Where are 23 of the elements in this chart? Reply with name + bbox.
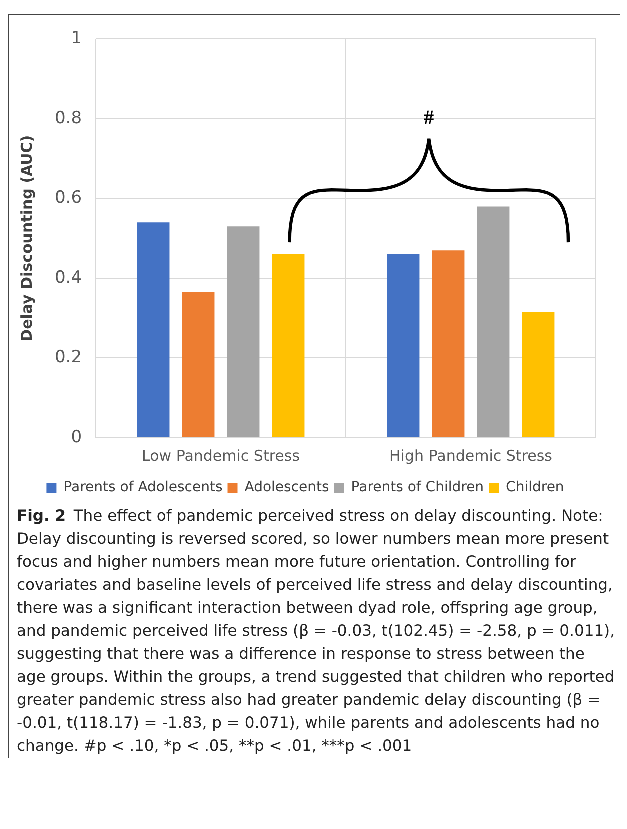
bar	[272, 254, 305, 438]
bar	[387, 254, 420, 438]
legend-label: Parents of Adolescents	[64, 480, 223, 496]
y-tick-label: 0.4	[54, 268, 82, 288]
x-tick-label: High Pandemic Stress	[390, 446, 553, 465]
bar	[477, 206, 510, 438]
x-tick-label: Low Pandemic Stress	[142, 446, 300, 465]
bar	[137, 222, 170, 438]
y-tick-label: 0	[71, 427, 82, 448]
legend-label: Adolescents	[244, 480, 330, 496]
y-tick-label: 1	[71, 28, 82, 49]
annotation: #	[424, 107, 434, 130]
bar	[432, 250, 465, 438]
legend-label: Children	[506, 480, 564, 496]
bar	[522, 312, 555, 438]
legend-label: Parents of Children	[351, 480, 484, 496]
bar	[182, 292, 215, 438]
y-axis-title: Delay Discounting (AUC)	[18, 135, 36, 342]
y-tick-label: 0.2	[54, 348, 82, 368]
text: Fig. 2 The effect of pandemic perceived stress on delay discounting. Note: Delay discounting is reversed scored, so lower numbers mean more present focus and higher numbers mean more future orientation. Controlling for covariates and baseline levels of perceived life stress and delay discounting, there was a significant interaction between dyad role, offspring age group, and pandemic perceived life stress (β = -0.03, t(102.45) = -2.58, p = 0.011), suggesting that there was a difference in response to stress between the age groups. Within the groups, a trend suggested that children who reported greater pandemic stress also had greater pandemic delay discounting (β = -0.01, t(118.17) = -1.83, p = 0.071), while parents and adolescents had no change. #p < .10, *p < .05, **p < .01, ***p < .001	[17, 507, 616, 755]
y-tick-label: 0.8	[54, 108, 82, 128]
bar	[227, 226, 260, 438]
y-tick-label: 0.6	[54, 188, 82, 208]
